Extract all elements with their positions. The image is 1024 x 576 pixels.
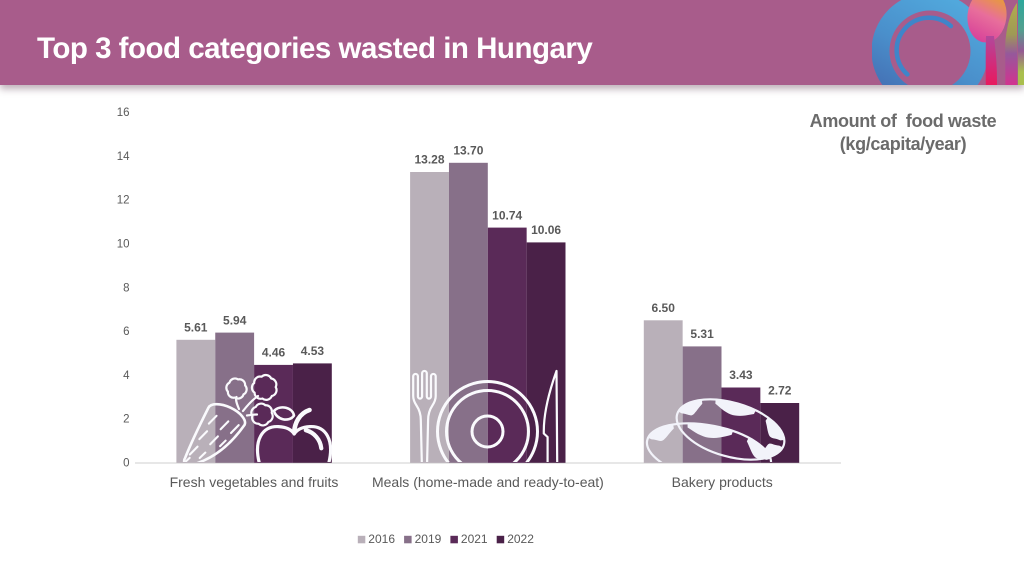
svg-text:2022: 2022 bbox=[507, 532, 534, 546]
svg-text:14: 14 bbox=[117, 151, 130, 163]
svg-text:Fresh vegetables and fruits: Fresh vegetables and fruits bbox=[170, 474, 339, 490]
svg-text:8: 8 bbox=[123, 282, 129, 294]
svg-text:3.43: 3.43 bbox=[729, 368, 753, 382]
svg-text:Bakery products: Bakery products bbox=[672, 474, 773, 490]
svg-text:12: 12 bbox=[117, 195, 130, 207]
svg-text:13.70: 13.70 bbox=[453, 144, 483, 158]
svg-text:6.50: 6.50 bbox=[652, 301, 676, 315]
svg-text:5.94: 5.94 bbox=[223, 313, 247, 327]
svg-text:(kg/capita/year): (kg/capita/year) bbox=[840, 134, 967, 154]
svg-text:4.53: 4.53 bbox=[301, 344, 325, 358]
svg-text:Amount of food waste: Amount of food waste bbox=[810, 111, 997, 131]
svg-text:6: 6 bbox=[123, 326, 129, 338]
svg-text:10: 10 bbox=[117, 239, 130, 251]
svg-text:13.28: 13.28 bbox=[414, 153, 444, 167]
svg-text:10.74: 10.74 bbox=[492, 208, 522, 222]
svg-text:4.46: 4.46 bbox=[262, 346, 286, 360]
svg-text:2.72: 2.72 bbox=[768, 384, 792, 398]
svg-text:Meals (home-made and ready-to-: Meals (home-made and ready-to-eat) bbox=[372, 474, 604, 490]
svg-text:5.31: 5.31 bbox=[690, 327, 714, 341]
svg-text:16: 16 bbox=[117, 107, 130, 119]
svg-text:2: 2 bbox=[123, 414, 129, 426]
svg-text:2021: 2021 bbox=[461, 532, 488, 546]
svg-text:2019: 2019 bbox=[415, 532, 442, 546]
svg-text:2016: 2016 bbox=[368, 532, 395, 546]
svg-text:5.61: 5.61 bbox=[184, 321, 208, 335]
svg-text:4: 4 bbox=[123, 370, 130, 382]
svg-text:0: 0 bbox=[123, 458, 129, 470]
svg-text:10.06: 10.06 bbox=[531, 223, 561, 237]
